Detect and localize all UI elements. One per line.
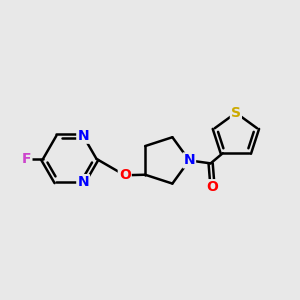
- Text: S: S: [231, 106, 241, 120]
- Text: N: N: [77, 129, 89, 143]
- Text: O: O: [119, 168, 131, 182]
- Text: N: N: [183, 153, 195, 167]
- Text: F: F: [22, 152, 32, 166]
- Text: O: O: [206, 180, 218, 194]
- Text: N: N: [77, 175, 89, 189]
